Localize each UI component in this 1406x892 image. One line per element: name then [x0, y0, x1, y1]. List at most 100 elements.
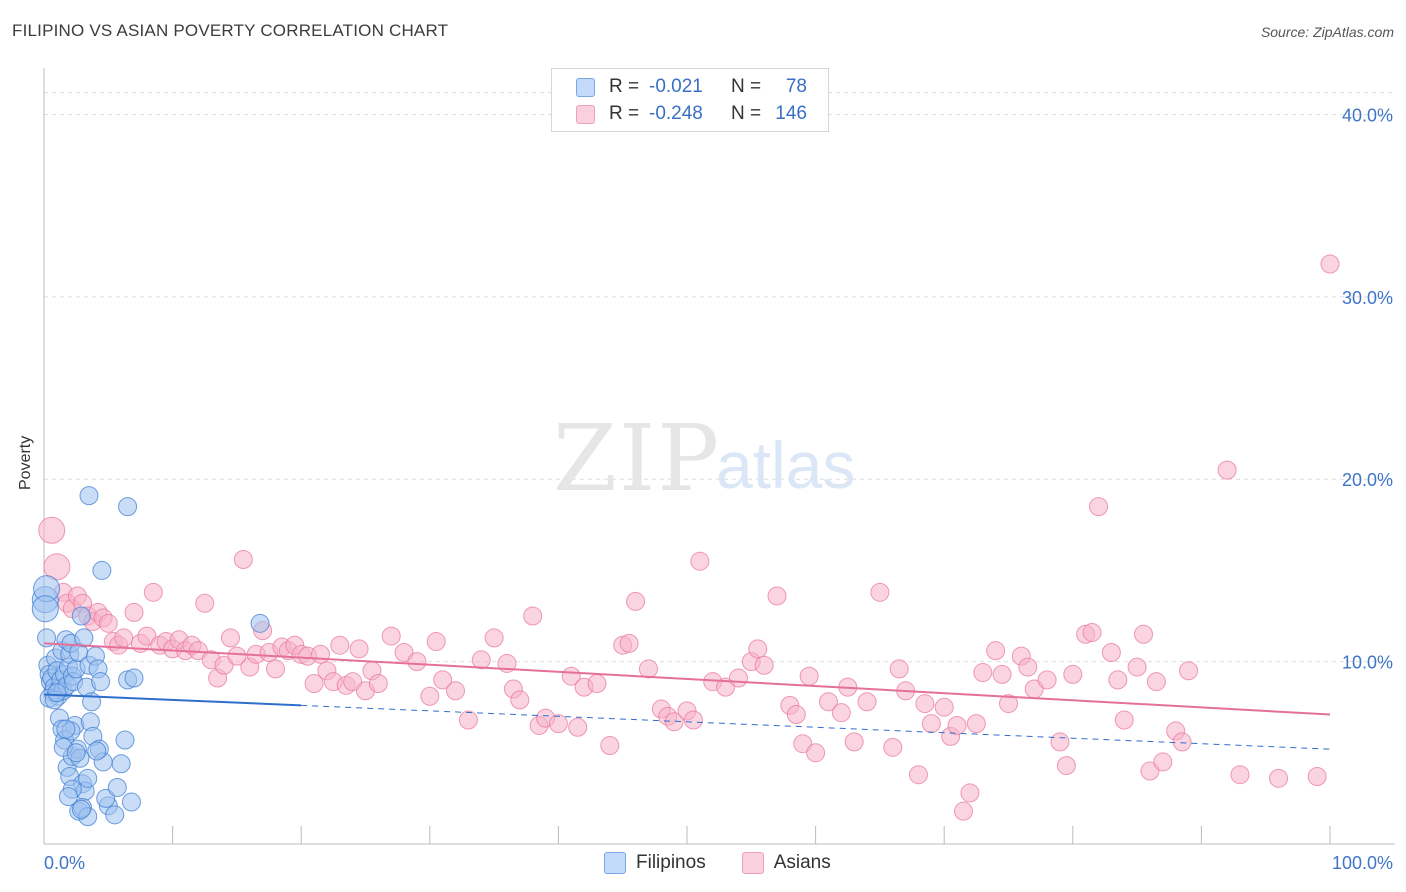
filipino-point	[56, 719, 76, 739]
asian-point	[1307, 767, 1327, 787]
asian-point	[368, 674, 388, 694]
asian-point	[1114, 710, 1134, 730]
asian-point	[818, 692, 838, 712]
asian-point	[1127, 657, 1147, 677]
asian-point	[1101, 643, 1121, 662]
asian-point	[921, 714, 941, 734]
filipino-point	[107, 777, 127, 797]
asian-point	[407, 652, 427, 672]
filipino-point	[66, 743, 86, 763]
legend-n-label: N =	[731, 76, 762, 97]
filipino-point	[105, 805, 125, 825]
filipino-point	[118, 497, 138, 517]
asian-point	[986, 641, 1006, 661]
asian-point	[381, 626, 401, 646]
asian-point	[619, 633, 639, 653]
asian-point	[1140, 761, 1160, 781]
asian-point	[793, 734, 813, 754]
asian-point	[304, 674, 324, 694]
asian-point	[38, 516, 66, 544]
y-tick-label: 10.0%	[1342, 653, 1393, 673]
watermark: ZIP atlas	[553, 405, 855, 512]
y-tick-label: 40.0%	[1342, 105, 1393, 125]
asian-point	[484, 628, 504, 648]
legend-row-filipinos: R = -0.021 N = 78	[576, 75, 807, 99]
filipino-point	[71, 606, 91, 626]
asian-point	[966, 714, 986, 734]
axes	[43, 68, 1395, 845]
filipino-point	[58, 787, 78, 807]
trend-lines	[43, 642, 1331, 750]
asian-point	[124, 602, 144, 622]
grid-lines	[44, 92, 1395, 663]
asian-point	[214, 655, 234, 675]
asian-point	[458, 710, 478, 730]
asian-point	[908, 765, 928, 785]
asian-point	[1108, 670, 1128, 690]
asian-point	[114, 628, 134, 648]
filipino-point	[31, 595, 59, 623]
asian-point	[844, 732, 864, 752]
legend-n-label: N =	[731, 103, 762, 124]
asian-point	[960, 783, 980, 803]
asian-point	[343, 672, 363, 692]
filipino-point	[37, 628, 57, 648]
filipino-point	[115, 730, 135, 750]
series-legend-filipinos[interactable]: Filipinos	[604, 852, 706, 874]
chart-title: FILIPINO VS ASIAN POVERTY CORRELATION CH…	[12, 21, 449, 40]
filipino-point	[79, 486, 99, 506]
asian-point	[143, 582, 163, 602]
asian-point	[137, 626, 157, 646]
asian-point	[587, 674, 607, 694]
asian-point	[330, 635, 350, 655]
asian-point	[786, 705, 806, 725]
asian-point	[973, 663, 993, 683]
asian-point	[1056, 756, 1076, 776]
filipino-point	[91, 672, 111, 692]
asian-point	[1230, 765, 1250, 785]
asian-point	[767, 586, 787, 606]
legend-r-value: -0.248	[649, 103, 703, 124]
series-legend: Filipinos Asians	[604, 852, 867, 874]
asian-point	[1217, 460, 1237, 480]
series-swatch-filipinos	[604, 852, 626, 874]
legend-swatch-asians	[576, 104, 595, 124]
legend-row-asians: R = -0.248 N = 146	[576, 102, 807, 126]
asian-point	[471, 650, 491, 670]
asian-trend-line	[43, 642, 1331, 716]
asian-point	[1179, 661, 1199, 681]
asian-point	[934, 697, 954, 717]
asian-point	[349, 639, 369, 659]
asian-point	[1269, 768, 1289, 788]
asian-point	[638, 659, 658, 679]
asian-point	[626, 591, 646, 611]
tick-labels: 10.0% 20.0% 30.0% 40.0% 0.0% 100.0%	[44, 105, 1393, 873]
asian-point	[716, 677, 736, 697]
legend-r-label: R =	[609, 103, 640, 124]
filipino-point	[124, 668, 144, 688]
asian-point	[889, 659, 909, 679]
asian-point	[1172, 732, 1192, 752]
series-legend-asians[interactable]: Asians	[741, 852, 831, 874]
asian-point	[883, 737, 903, 757]
asian-point	[1320, 254, 1340, 274]
asian-point	[1050, 732, 1070, 752]
asian-point	[600, 736, 620, 756]
series-swatch-asians	[741, 852, 764, 874]
asian-point	[568, 717, 588, 737]
filipino-point	[71, 799, 91, 819]
legend-r-label: R =	[609, 76, 640, 97]
filipino-point	[78, 768, 98, 788]
asian-point	[728, 668, 748, 688]
asian-point	[799, 666, 819, 686]
filipino-point	[92, 560, 112, 580]
asian-point	[992, 664, 1012, 684]
asian-point	[220, 628, 240, 648]
asian-point	[870, 582, 890, 602]
asian-point	[1146, 672, 1166, 692]
asian-point	[310, 644, 330, 664]
asian-point	[394, 643, 414, 662]
asian-point	[1063, 664, 1083, 684]
asian-point	[233, 549, 253, 569]
asian-point	[433, 670, 453, 690]
